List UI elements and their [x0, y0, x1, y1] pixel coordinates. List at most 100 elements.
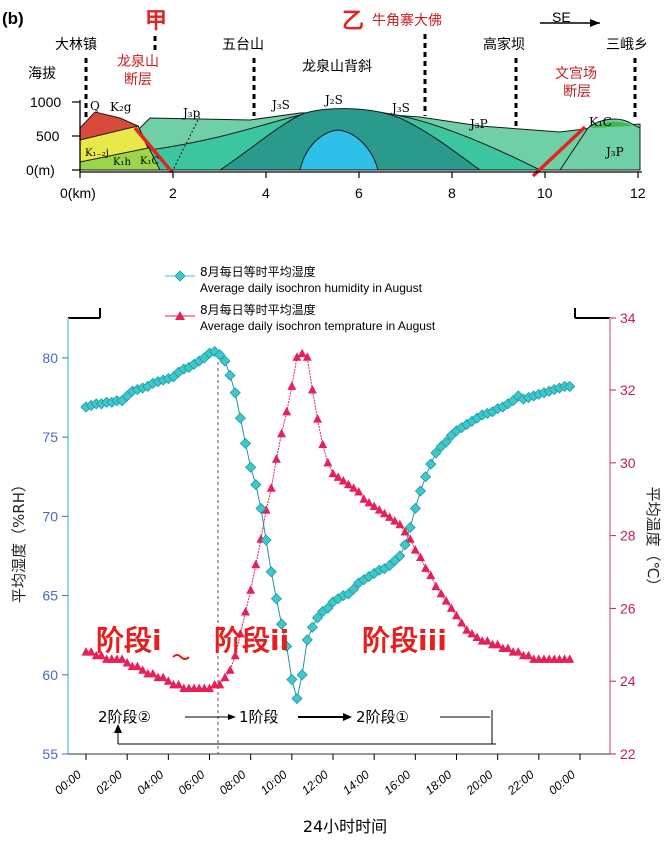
- location-markers: [84, 34, 637, 128]
- temperature-point: [472, 632, 482, 642]
- humidity-point: [322, 602, 334, 614]
- humidity-point: [306, 621, 318, 633]
- temperature-point: [400, 526, 410, 536]
- temperature-point: [349, 483, 359, 492]
- temperature-point: [225, 665, 235, 674]
- y-left-tick-label: 75: [42, 429, 58, 445]
- humidity-point: [414, 485, 427, 497]
- humidity-point: [265, 566, 277, 578]
- stratum-j3p-3: J₃P: [604, 145, 624, 159]
- temperature-point: [292, 352, 302, 361]
- temperature-point: [271, 454, 281, 463]
- temperature-point: [307, 385, 317, 394]
- x-tick-label: 08:00: [217, 767, 249, 797]
- stratum-j3s-1: J₃S: [270, 98, 290, 112]
- temperature-point: [328, 468, 338, 478]
- fault-wengong: [531, 125, 587, 178]
- temperature-point: [323, 457, 333, 467]
- stage-label-i: 阶段i: [96, 624, 162, 657]
- humidity-point: [420, 471, 432, 483]
- y-left-tick-label: 65: [42, 588, 58, 604]
- humidity-point: [239, 437, 252, 450]
- x-tick-label: 02:00: [93, 767, 125, 797]
- flow-stage-2b: 2阶段②: [98, 708, 151, 726]
- temperature-point: [421, 563, 431, 572]
- temperature-point: [163, 676, 173, 685]
- x-ticks: 00:00 02:00 04:00 06:00 08:00 10:00 12:00 14:00…: [52, 754, 581, 798]
- temperature-point: [462, 625, 472, 634]
- temperature-point: [524, 650, 534, 660]
- y-left-ticks: 55 60 65 70 75 80: [42, 350, 68, 762]
- flow-stage-2a: 2阶段①: [356, 708, 409, 726]
- temperature-series: [81, 348, 575, 692]
- section-xtick-10: 10: [537, 185, 553, 201]
- stratum-k1h: K₁h: [113, 157, 131, 168]
- stage-i-tilde: [172, 654, 190, 660]
- humidity-point: [394, 550, 406, 562]
- layer-k1c-right: [590, 121, 632, 128]
- legend-humidity-marker: [174, 270, 186, 282]
- temperature-point: [297, 348, 307, 358]
- section-xtick-4: 4: [262, 185, 270, 201]
- y-right-tick-label: 30: [620, 455, 636, 471]
- humidity-point: [255, 502, 267, 514]
- temperature-point: [138, 665, 148, 674]
- temperature-point: [467, 628, 477, 638]
- temperature-point: [565, 654, 575, 663]
- temperature-point: [374, 505, 384, 514]
- stratum-k12j: K₁₋₂j: [85, 148, 109, 159]
- temperature-point: [261, 505, 271, 514]
- y-left-tick-label: 60: [42, 667, 58, 683]
- y-right-title: 平均温度（℃）: [644, 487, 662, 594]
- x-tick-label: 14:00: [340, 767, 372, 797]
- section-xtick-2: 2: [169, 185, 177, 201]
- temperature-point: [405, 534, 415, 543]
- y-right-tick-label: 34: [620, 310, 636, 326]
- temperature-point: [122, 658, 132, 667]
- humidity-point: [409, 502, 421, 514]
- section-ytick-500: 500: [36, 128, 60, 144]
- stratum-j3s-2: J₃S: [390, 101, 410, 115]
- temperature-point: [441, 596, 451, 605]
- temperature-point: [266, 483, 276, 492]
- stage-labels: 阶段i 阶段ii 阶段iii: [96, 624, 447, 657]
- temperature-point: [313, 414, 323, 423]
- stratum-j3p-2: J₃P: [468, 117, 488, 131]
- humidity-point: [229, 387, 241, 399]
- stratum-j3p-1: J₃p: [181, 106, 201, 120]
- direction-label: SE: [552, 9, 571, 25]
- legend: 8月每日等时平均湿度 Average daily isochron humidi…: [165, 264, 436, 333]
- fault-longquan-dotted: [171, 115, 201, 173]
- temperature-point: [282, 406, 292, 416]
- humidity-point: [219, 355, 231, 367]
- humidity-point: [286, 673, 298, 686]
- stratum-k1c-left: K₁C: [140, 156, 159, 167]
- temperature-point: [287, 381, 297, 390]
- chart: 8月每日等时平均湿度 Average daily isochron humidi…: [10, 264, 662, 836]
- temperature-point: [148, 668, 158, 678]
- temperature-point: [379, 508, 389, 518]
- humidity-point: [245, 461, 257, 473]
- temperature-point: [251, 559, 261, 569]
- stage-label-ii: 阶段ii: [214, 624, 289, 657]
- x-tick-label: 00:00: [546, 767, 578, 797]
- temperature-point: [482, 636, 492, 645]
- temperature-point: [235, 628, 245, 638]
- stratum-j2s: J₂S: [323, 93, 343, 107]
- temperature-point: [436, 588, 446, 598]
- strata-labels: Q K₂g K₁₋₂j K₁h K₁C J₃p J₃S J₂S J₃S J₃P …: [85, 93, 624, 168]
- panel-label: (b): [2, 9, 24, 28]
- humidity-point: [260, 534, 272, 546]
- temperature-point: [338, 476, 348, 485]
- place-dalin: 大林镇: [55, 37, 97, 53]
- y-right-ticks: 22 24 26 28 30 32 34: [610, 310, 636, 762]
- section-ytick-0: 0(m): [26, 162, 55, 178]
- y-right-tick-label: 22: [620, 746, 636, 762]
- flow-arrowhead-left: [114, 724, 122, 733]
- x-tick-label: 20:00: [463, 767, 496, 798]
- fault-wengong-line1: 文宫场: [555, 66, 597, 82]
- temperature-point: [220, 672, 230, 682]
- y-left-tick-label: 70: [42, 508, 58, 524]
- temperature-point: [343, 479, 353, 489]
- y-left-tick-label: 55: [42, 746, 58, 762]
